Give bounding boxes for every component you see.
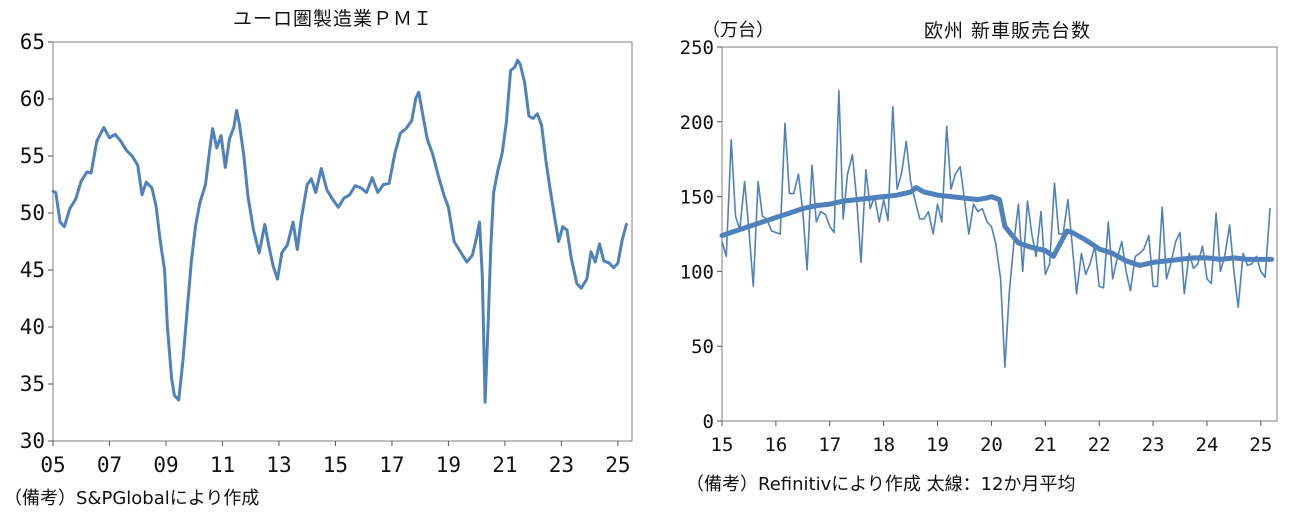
- x-tick-label: 16: [764, 434, 787, 456]
- chart-title: ユーロ圏製造業ＰＭＩ: [233, 8, 434, 30]
- x-tick-label: 23: [1142, 434, 1165, 456]
- y-tick-label: 60: [20, 87, 45, 111]
- chart-title: 欧州 新車販売台数: [924, 20, 1092, 42]
- x-tick-label: 05: [40, 453, 65, 477]
- eurozone-pmi-chart: ユーロ圏製造業ＰＭＩ 30 35 40 45 50 55 60 65 05 07 09 11 13 15 1…: [0, 0, 640, 514]
- y-axis-unit: （万台）: [702, 20, 774, 41]
- x-tick-label: 09: [153, 453, 178, 477]
- x-tick-label: 25: [1249, 434, 1272, 456]
- x-tick-label: 22: [1088, 434, 1111, 456]
- y-tick-label: 0: [703, 411, 714, 433]
- y-tick-label: 65: [20, 30, 45, 54]
- x-tick-label: 24: [1196, 434, 1219, 456]
- plot-area: [52, 41, 633, 442]
- x-tick-label: 21: [1034, 434, 1057, 456]
- x-tick-label: 18: [872, 434, 895, 456]
- x-tick-label: 15: [323, 453, 348, 477]
- series-line-0: [51, 58, 628, 404]
- pmi-plot: 30 35 40 45 50 55 60 65 05 07 09 11 13 15 17 19 21 23 25: [20, 30, 633, 477]
- series-line-0: [721, 89, 1271, 368]
- x-tick-label: 19: [436, 453, 461, 477]
- y-tick-label: 30: [20, 429, 45, 453]
- x-tick-label: 20: [980, 434, 1003, 456]
- x-tick-label: 17: [818, 434, 841, 456]
- y-tick-label: 250: [680, 37, 714, 59]
- y-tick-label: 150: [680, 187, 714, 209]
- x-tick-label: 13: [266, 453, 291, 477]
- source-note: （備考）S&PGlobalにより作成: [4, 488, 260, 509]
- x-tick-label: 11: [210, 453, 235, 477]
- y-tick-label: 100: [680, 261, 714, 283]
- y-tick-label: 50: [20, 201, 45, 225]
- x-tick-label: 07: [97, 453, 122, 477]
- car-sales-plot: 0 50 100 150 200 250 15 16 17 18 19 20 21 22 23 24 25: [680, 37, 1278, 456]
- y-tick-label: 35: [20, 372, 45, 396]
- x-tick-label: 21: [492, 453, 517, 477]
- y-tick-label: 50: [691, 336, 714, 358]
- x-tick-label: 23: [549, 453, 574, 477]
- y-tick-label: 200: [680, 112, 714, 134]
- y-tick-label: 55: [20, 144, 45, 168]
- x-tick-label: 25: [605, 453, 630, 477]
- source-note: （備考）Refinitivにより作成 太線：12か月平均: [686, 474, 1076, 495]
- x-tick-label: 15: [711, 434, 734, 456]
- series-line-1: [719, 185, 1275, 268]
- europe-car-sales-chart: （万台） 欧州 新車販売台数 0 50 100 150 200 250 15 16 17 18 19…: [650, 0, 1289, 514]
- y-tick-label: 45: [20, 258, 45, 282]
- x-tick-label: 17: [379, 453, 404, 477]
- y-tick-label: 40: [20, 315, 45, 339]
- x-tick-label: 19: [926, 434, 949, 456]
